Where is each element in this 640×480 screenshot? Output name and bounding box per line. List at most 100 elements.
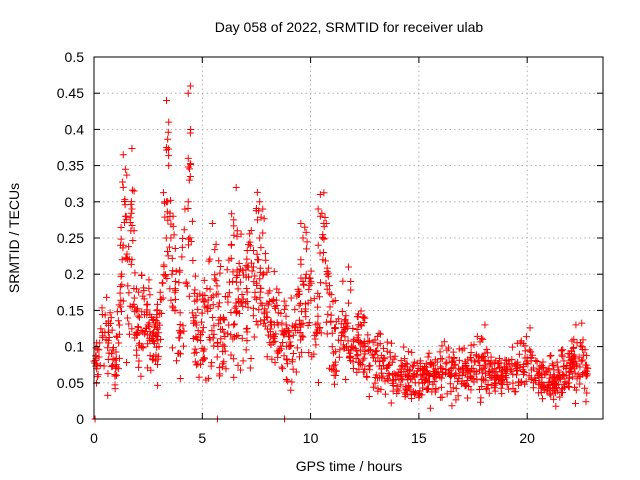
data-point [467,348,475,356]
data-point [256,234,264,242]
data-point [143,324,151,332]
data-point [115,301,123,309]
data-point [181,205,189,213]
data-point [266,297,274,305]
data-point [212,240,220,248]
data-point [176,334,184,342]
y-tick-label: 0.05 [57,375,84,391]
data-point [238,291,246,299]
data-point [280,297,288,305]
data-point [247,355,255,363]
data-point [176,320,184,328]
data-point [130,187,138,195]
data-point [186,172,194,180]
data-point [213,282,221,290]
data-point [185,292,193,300]
data-point [251,272,259,280]
data-point [314,241,322,249]
data-point [125,320,133,328]
data-point [200,345,208,353]
data-point [384,369,392,377]
data-point [558,352,566,360]
data-point [160,189,168,197]
data-point [556,393,564,401]
data-point [149,337,157,345]
data-point [314,319,322,327]
data-point [320,189,328,197]
data-point [375,374,383,382]
data-point [342,376,350,384]
data-point [232,183,240,191]
data-point [213,339,221,347]
data-point [364,331,372,339]
data-point [299,333,307,341]
data-point [285,333,293,341]
data-point [548,381,556,389]
data-point [301,308,309,316]
data-point [504,385,512,393]
data-point [544,366,552,374]
data-point [440,338,448,346]
data-point [248,267,256,275]
data-point [331,324,339,332]
data-point [470,378,478,386]
data-point [324,269,332,277]
data-point [154,336,162,344]
x-tick-label: 10 [303,430,319,446]
data-point [498,390,506,398]
data-point [458,346,466,354]
data-point [426,404,434,412]
data-point [563,361,571,369]
data-point [527,375,535,383]
data-point [189,335,197,343]
data-point [212,277,220,285]
data-point [432,384,440,392]
data-point [313,328,321,336]
data-point [516,339,524,347]
data-point [389,387,397,395]
data-point [255,306,263,314]
data-point [547,391,555,399]
data-point [331,361,339,369]
data-point [128,186,136,194]
data-point [288,322,296,330]
data-point [246,230,254,238]
data-point [349,337,357,345]
data-point [369,338,377,346]
data-point [402,359,410,367]
data-point [172,267,180,275]
data-point [161,213,169,221]
data-point [244,263,252,271]
y-tick-label: 0.25 [57,230,84,246]
data-point [577,342,585,350]
data-point [202,376,210,384]
data-point [509,370,517,378]
data-point [320,220,328,228]
data-point [532,357,540,365]
chart-title: Day 058 of 2022, SRMTID for receiver ula… [215,19,484,35]
data-point [550,381,558,389]
data-point [184,89,192,97]
data-point [369,383,377,391]
data-point [298,348,306,356]
data-point [538,364,546,372]
y-tick-label: 0.35 [57,158,84,174]
data-point [149,328,157,336]
data-point [211,246,219,254]
data-point [194,327,202,335]
data-point [283,377,291,385]
data-point [139,292,147,300]
data-point [305,349,313,357]
data-point [164,247,172,255]
data-point [235,260,243,268]
data-point [223,266,231,274]
data-point [212,290,220,298]
data-point [267,317,275,325]
data-point [408,348,416,356]
data-point [171,277,179,285]
data-point [225,289,233,297]
data-point [254,216,262,224]
data-point [404,348,412,356]
data-point [464,373,472,381]
data-point [546,374,554,382]
